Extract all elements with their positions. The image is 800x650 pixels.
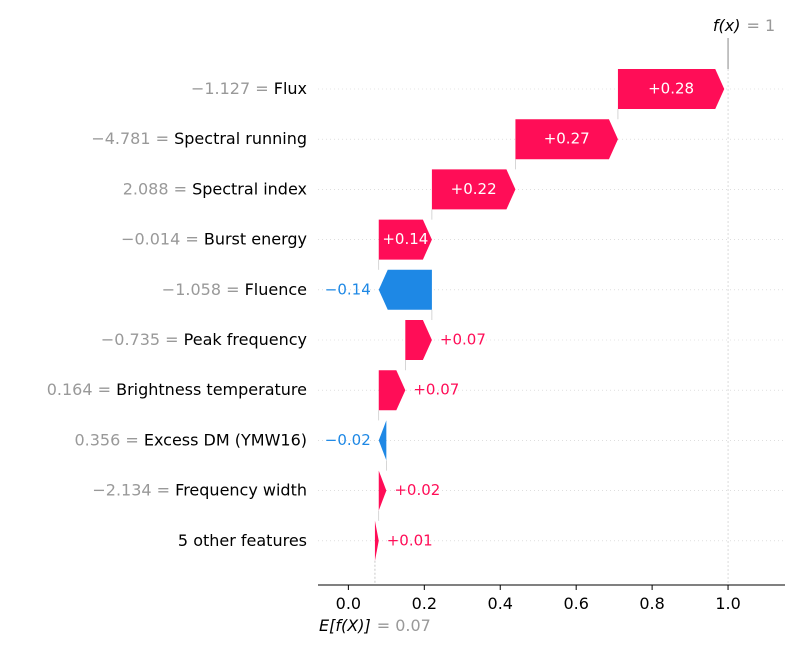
waterfall-bar (405, 320, 432, 360)
contribution-label: +0.02 (394, 481, 440, 499)
bars (374, 69, 725, 561)
feature-label: −4.781 = Spectral running (91, 129, 307, 148)
feature-label: 0.164 = Brightness temperature (47, 380, 307, 399)
contribution-label: −0.14 (325, 280, 371, 298)
feature-value: −0.735 = (101, 330, 184, 349)
waterfall-bar (378, 219, 432, 260)
feature-name: Spectral index (192, 179, 307, 198)
contribution-label: +0.07 (413, 381, 459, 399)
feature-label: 2.088 = Spectral index (123, 179, 307, 198)
output-value-number: = 1 (747, 16, 776, 35)
x-tick-label: 1.0 (715, 594, 740, 613)
feature-label: −1.127 = Flux (191, 79, 307, 98)
feature-value: −0.014 = (121, 229, 204, 248)
feature-labels: +0.28 −1.127 = Flux +0.27 −4.781 = Spectral… (47, 79, 694, 550)
gridlines (318, 38, 785, 585)
feature-value: 0.164 = (47, 380, 116, 399)
feature-label: −2.134 = Frequency width (92, 480, 307, 499)
feature-label: −0.735 = Peak frequency (101, 330, 307, 349)
contribution-label: +0.27 (544, 130, 590, 148)
feature-value: −1.058 = (162, 279, 245, 298)
feature-name: Flux (274, 79, 307, 98)
feature-value: −2.134 = (92, 480, 175, 499)
feature-value: 2.088 = (123, 179, 192, 198)
contribution-label: +0.01 (387, 531, 433, 549)
contribution-label: +0.14 (382, 230, 428, 248)
feature-value: −1.127 = (191, 79, 274, 98)
feature-name: Fluence (245, 279, 307, 298)
contribution-label: +0.28 (648, 80, 694, 98)
x-tick-label: 0.4 (488, 594, 513, 613)
waterfall-bar (515, 119, 618, 160)
base-value-symbol: E[f(X)] (319, 616, 371, 635)
annotations: E[f(X)] = 0.07 f(x) = 1 (319, 16, 775, 635)
contribution-label: −0.02 (325, 431, 371, 449)
waterfall-bar (431, 169, 516, 210)
x-tick-label: 0.6 (563, 594, 588, 613)
feature-label: −0.014 = Burst energy (121, 229, 307, 248)
x-tick-label: 0.2 (412, 594, 437, 613)
feature-name: Peak frequency (184, 330, 307, 349)
waterfall-bar (378, 420, 387, 461)
feature-value: 0.356 = (74, 430, 143, 449)
feature-name: Excess DM (YMW16) (144, 430, 307, 449)
output-value-label: f(x) = 1 (713, 16, 775, 35)
x-tick-label: 0.0 (336, 594, 361, 613)
feature-name: Brightness temperature (116, 380, 307, 399)
feature-label: −1.058 = Fluence (162, 279, 307, 298)
waterfall-bar (374, 520, 379, 561)
feature-label: 0.356 = Excess DM (YMW16) (74, 430, 307, 449)
feature-name: Frequency width (175, 480, 307, 499)
feature-name: 5 other features (178, 530, 307, 549)
base-value-label: E[f(X)] = 0.07 (319, 616, 431, 635)
feature-label: 5 other features (178, 530, 307, 549)
x-tick-label: 0.8 (639, 594, 664, 613)
waterfall-bar (378, 470, 387, 511)
x-axis: 0.0 0.2 0.4 0.6 0.8 1.0 (318, 584, 785, 613)
contribution-label: +0.07 (440, 331, 486, 349)
contribution-label: +0.22 (451, 180, 497, 198)
waterfall-bar (617, 69, 725, 109)
feature-name: Spectral running (174, 129, 307, 148)
base-value-number: = 0.07 (377, 616, 431, 635)
output-value-symbol: f(x) (713, 16, 741, 35)
waterfall-bar (378, 269, 432, 310)
waterfall-bar (378, 370, 406, 411)
feature-name: Burst energy (204, 229, 307, 248)
feature-value: −4.781 = (91, 129, 174, 148)
